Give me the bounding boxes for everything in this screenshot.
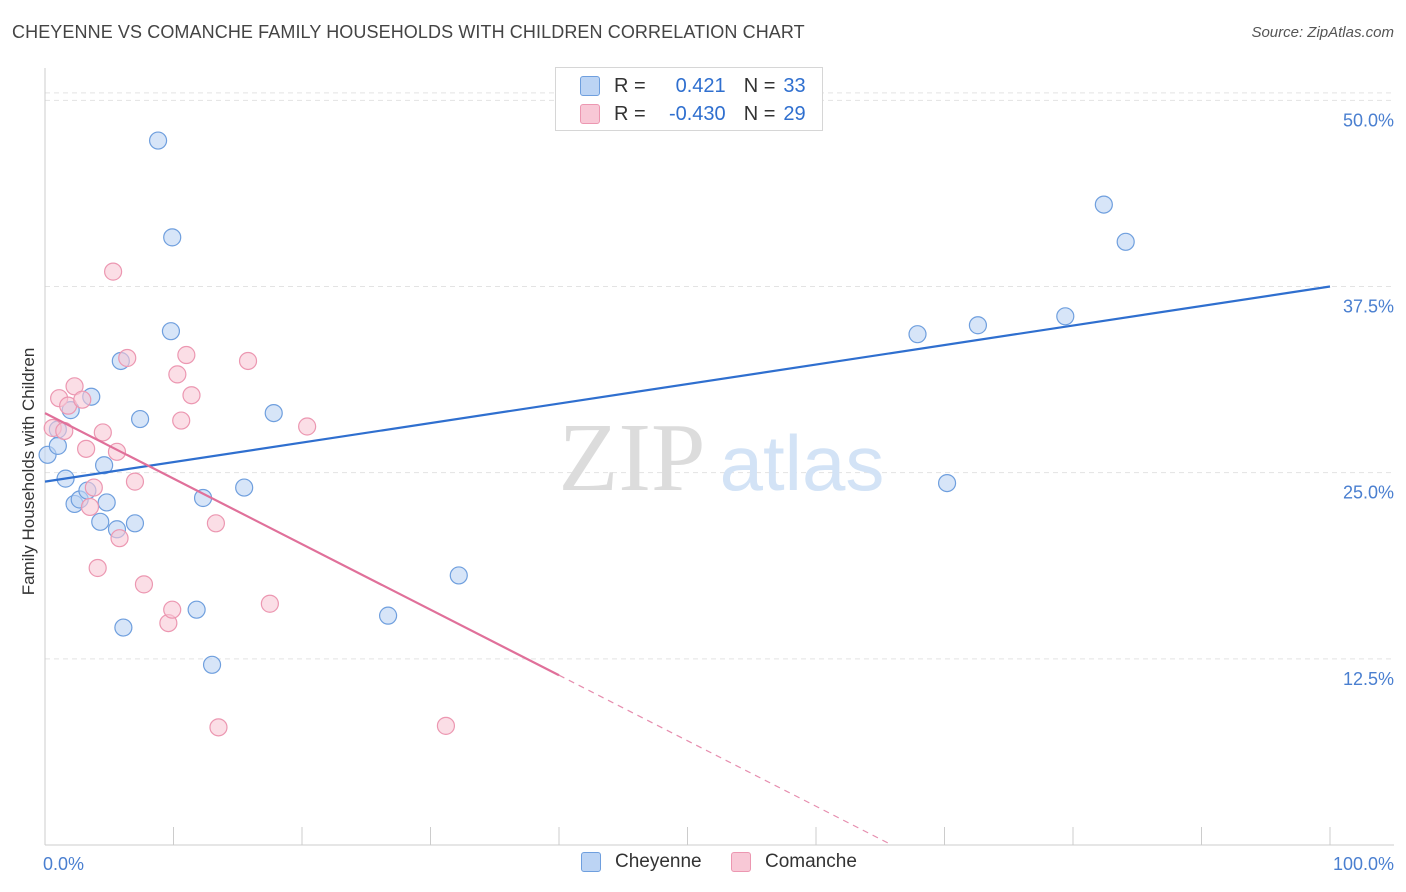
cheyenne-point [187,600,206,619]
comanche-point [125,472,145,491]
comanche-point [110,529,129,548]
series-legend: Cheyenne Comanche [0,851,1406,879]
comanche-point [118,348,137,368]
comanche-point [209,718,228,737]
legend-row-cheyenne: R = 0.421 N = 33 [580,72,806,100]
comanche-swatch [731,852,751,872]
comanche-point [84,478,103,497]
legend-n-label: N = [743,74,776,97]
cheyenne-point [1116,232,1135,251]
comanche-point [436,716,456,735]
points-layer [38,131,1135,737]
legend-r-value: -0.430 [668,102,726,125]
comanche-point [163,600,182,619]
cheyenne-swatch [580,76,600,96]
cheyenne-point [97,493,116,512]
cheyenne-point [378,606,398,625]
comanche-point [168,365,187,384]
cheyenne-point [908,325,927,344]
source-label: Source: ZipAtlas.com [1251,24,1394,41]
comanche-point [88,558,107,578]
y-tick-label: 50.0% [1343,110,1394,130]
legend-label-comanche: Comanche [765,851,857,872]
cheyenne-point [125,514,145,533]
y-tick-label: 12.5% [1343,669,1394,689]
comanche-point [104,262,123,281]
comanche-swatch [580,104,600,124]
cheyenne-point [937,473,957,493]
legend-row-comanche: R = -0.430 N = 29 [580,100,806,128]
cheyenne-point [1056,307,1075,326]
chart-title: CHEYENNE VS COMANCHE FAMILY HOUSEHOLDS W… [12,22,805,42]
cheyenne-swatch [581,852,601,872]
comanche-point [73,390,92,409]
grid-layer [45,92,1394,660]
legend-label-cheyenne: Cheyenne [615,851,702,872]
comanche-point [134,575,154,594]
cheyenne-point [968,316,988,335]
cheyenne-point [193,488,213,508]
comanche-trend-line [44,412,560,677]
label-layer: 12.5% 25.0% 37.5% 50.0% 0.0% 100.0% Family Hou… [19,110,1394,874]
cheyenne-point [163,228,182,247]
cheyenne-point [202,655,222,674]
y-axis-label: Family Households with Children [19,348,38,596]
legend-n-value: 33 [783,74,806,97]
trend-layer [44,285,1331,846]
comanche-point [93,423,112,442]
cheyenne-point [114,618,133,637]
comanche-point [80,497,100,517]
cheyenne-point [130,409,150,429]
y-tick-label: 37.5% [1343,297,1394,317]
watermark-zip: ZIP [559,404,706,512]
comanche-point [260,594,279,613]
cheyenne-trend-line [44,285,1331,483]
comanche-point [182,386,201,405]
legend-r-label: R = [614,74,646,97]
cheyenne-point [235,478,254,497]
comanche-point [298,417,317,436]
x-tick-label: 100.0% [1333,854,1394,874]
comanche-point [238,351,258,371]
y-tick-label: 25.0% [1343,483,1394,503]
watermark: ZIP atlas [559,404,885,512]
cheyenne-point [449,566,468,585]
comanche-trend-extension [558,674,893,846]
comanche-point [172,411,191,430]
cheyenne-point [264,403,283,423]
legend-item-comanche[interactable]: Comanche [731,851,857,873]
legend-n-label: N = [743,102,776,125]
legend-r-label: R = [614,102,646,125]
watermark-atlas: atlas [720,419,885,507]
legend-n-value: 29 [783,102,806,125]
comanche-point [65,377,84,396]
comanche-point [206,514,226,533]
cheyenne-point [91,512,110,531]
x-tick-label: 0.0% [43,854,84,874]
comanche-point [77,439,96,458]
comanche-point [177,345,196,365]
cheyenne-point [148,131,168,150]
stats-legend: R = 0.421 N = 33 R = -0.430 N = 29 [555,67,823,131]
cheyenne-point [161,322,181,341]
cheyenne-point [1094,195,1113,214]
legend-item-cheyenne[interactable]: Cheyenne [581,851,702,873]
legend-r-value: 0.421 [675,74,726,97]
